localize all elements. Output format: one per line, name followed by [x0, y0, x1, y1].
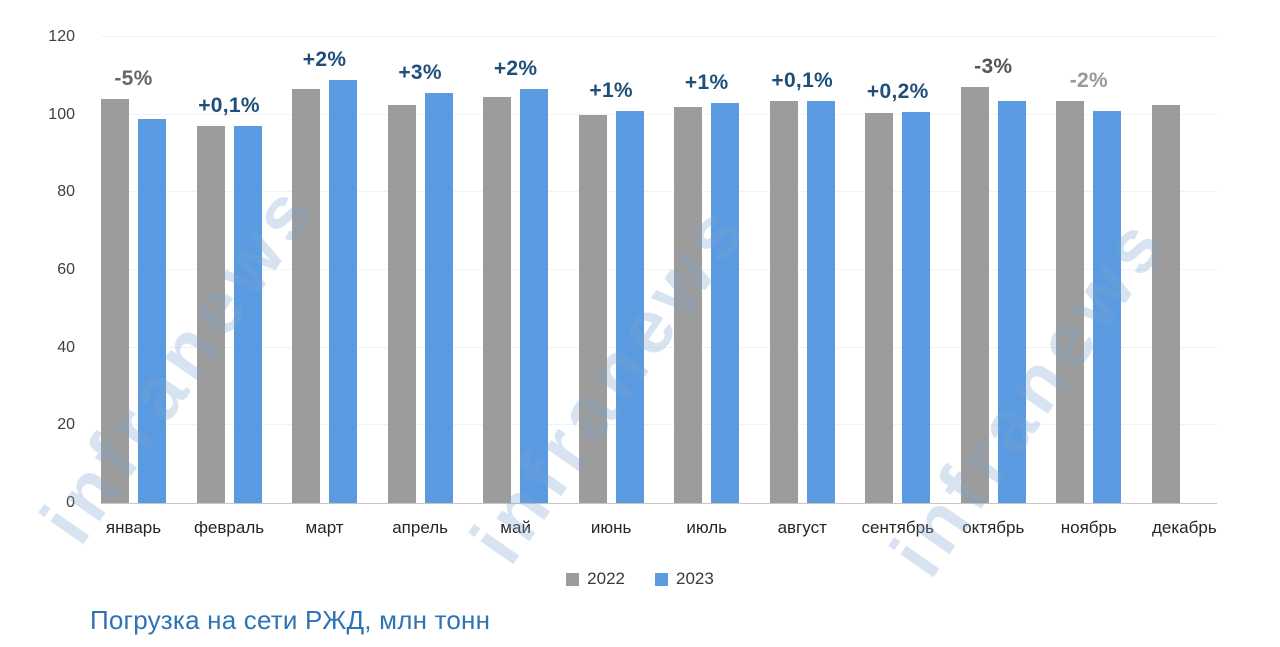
bar-2022: [674, 106, 703, 503]
chart-title: Погрузка на сети РЖД, млн тонн: [90, 605, 491, 635]
x-tick-label: июль: [686, 518, 728, 537]
y-tick-label: 80: [57, 183, 75, 201]
pct-change-label: -3%: [974, 55, 1013, 79]
bar-2023: [902, 111, 931, 503]
bar-2023: [1093, 110, 1122, 503]
bar-2022: [387, 104, 416, 503]
legend-label: 2023: [676, 569, 714, 588]
bar-2022: [196, 126, 225, 503]
bar-group-ноябрь: -2% ноябрь: [1056, 37, 1122, 537]
pct-change-label: +1%: [684, 71, 729, 95]
bar-group-апрель: +3% апрель: [387, 37, 453, 537]
x-tick-label: октябрь: [962, 518, 1025, 537]
x-tick-label: январь: [105, 518, 162, 537]
bar-2022: [292, 89, 321, 503]
bar-2022: [865, 112, 894, 503]
bar-group-февраль: +0,1% февраль: [194, 37, 264, 537]
bar-group-сентябрь: +0,2% сентябрь: [862, 37, 934, 537]
bar-2023: [806, 100, 835, 503]
legend-label: 2022: [587, 569, 625, 588]
gridline: [101, 424, 1217, 426]
y-tick-label: 20: [57, 416, 75, 434]
pct-change-label: +0,1%: [771, 68, 834, 92]
x-tick-label: апрель: [392, 518, 448, 537]
bar-group-октябрь: -3% октябрь: [960, 37, 1026, 537]
gridline: [101, 36, 1217, 37]
gridline: [101, 346, 1217, 348]
bar-2023: [520, 89, 549, 503]
pct-change-label: +0,1%: [198, 93, 260, 117]
x-tick-label: март: [305, 518, 344, 537]
bar-group-июль: +1% июль: [674, 37, 740, 537]
x-tick-label: ноябрь: [1060, 518, 1117, 537]
bar-group-август: +0,1% август: [769, 37, 835, 537]
bar-2022: [769, 101, 798, 503]
x-tick-label: февраль: [193, 518, 265, 537]
legend-swatch: [566, 572, 580, 586]
y-tick-label: 40: [57, 338, 75, 356]
legend-item-2023: 2023: [655, 569, 714, 589]
y-tick-label: 60: [57, 261, 75, 278]
bar-2022: [960, 87, 989, 503]
pct-change-label: +3%: [398, 61, 442, 85]
y-axis: 0 20 40 60 80 100 120: [25, 28, 75, 511]
gridline: [101, 113, 1217, 115]
bar-groups-row: -5% январь +0,1% февраль +2% март +3% апрель +2%…: [101, 37, 1217, 537]
bar-group-май: +2% май: [483, 37, 549, 537]
pct-change-label: -2%: [1069, 69, 1108, 93]
pct-change-label: +0,2%: [866, 79, 929, 103]
bar-2023: [329, 79, 358, 503]
x-tick-label: сентябрь: [861, 518, 934, 537]
y-tick-label: 120: [48, 28, 75, 45]
bar-2022: [101, 99, 129, 503]
legend: 2022 2023: [0, 569, 1280, 589]
plot-area: -5% январь +0,1% февраль +2% март +3% апрель +2%…: [101, 36, 1217, 537]
gridline: [101, 191, 1217, 193]
x-tick-label: май: [500, 518, 531, 537]
pct-change-label: +1%: [589, 78, 633, 102]
bar-2023: [997, 101, 1026, 503]
gridline: [101, 269, 1217, 270]
legend-swatch: [655, 572, 668, 586]
bar-2023: [615, 110, 644, 503]
pct-change-label: +2%: [302, 47, 347, 71]
x-tick-label: август: [777, 518, 827, 537]
bar-2023: [233, 125, 262, 503]
legend-item-2022: 2022: [566, 569, 625, 589]
pct-change-label: -5%: [114, 67, 153, 91]
bar-2022: [483, 97, 512, 503]
bar-2022: [1056, 101, 1085, 503]
x-tick-label: декабрь: [1151, 518, 1217, 537]
bar-group-январь: -5% январь: [101, 37, 166, 537]
y-tick-label: 0: [66, 494, 75, 511]
bar-2023: [711, 103, 740, 503]
bar-2022: [578, 114, 607, 503]
pct-change-label: +2%: [493, 57, 538, 81]
bar-2023: [138, 118, 166, 503]
bar-2023: [424, 93, 453, 503]
bar-2022: [1151, 104, 1180, 503]
x-tick-label: июнь: [590, 518, 632, 537]
bar-group-июнь: +1% июнь: [578, 37, 644, 537]
y-tick-label: 100: [48, 105, 75, 123]
bar-group-декабрь: декабрь: [1151, 37, 1217, 537]
bar-group-март: +2% март: [292, 37, 358, 537]
